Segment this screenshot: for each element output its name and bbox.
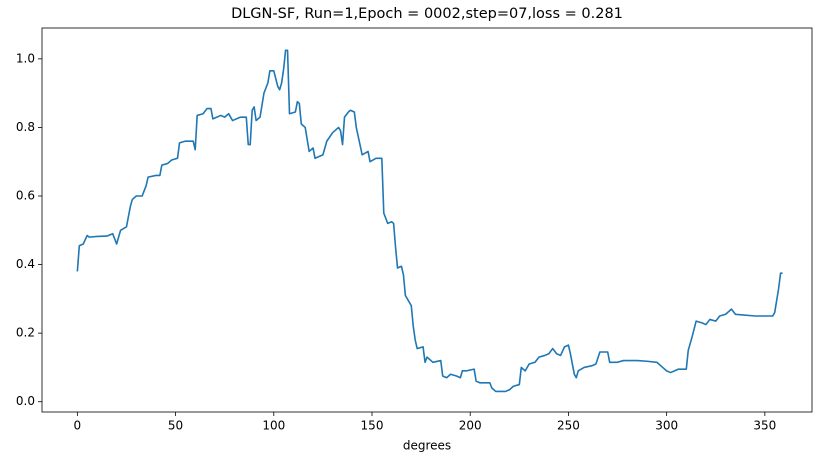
x-axis-label: degrees [403, 439, 451, 453]
x-tick-label: 50 [168, 419, 183, 433]
x-tick-label: 200 [459, 419, 482, 433]
x-tick-label: 250 [557, 419, 580, 433]
chart-title: DLGN-SF, Run=1,Epoch = 0002,step=07,loss… [231, 6, 623, 22]
y-tick-label: 0.4 [16, 257, 35, 271]
y-tick-label: 0.2 [16, 326, 35, 340]
y-tick-label: 0.0 [16, 394, 35, 408]
x-tick-label: 350 [753, 419, 776, 433]
y-tick-label: 0.6 [16, 189, 35, 203]
axes-frame [41, 27, 813, 413]
y-tick-label: 0.8 [16, 120, 35, 134]
x-tick-label: 0 [74, 419, 82, 433]
x-tick-label: 150 [361, 419, 384, 433]
data-line [76, 49, 783, 393]
y-tick-label: 1.0 [16, 51, 35, 65]
x-tick-label: 100 [262, 419, 285, 433]
x-tick-label: 300 [655, 419, 678, 433]
